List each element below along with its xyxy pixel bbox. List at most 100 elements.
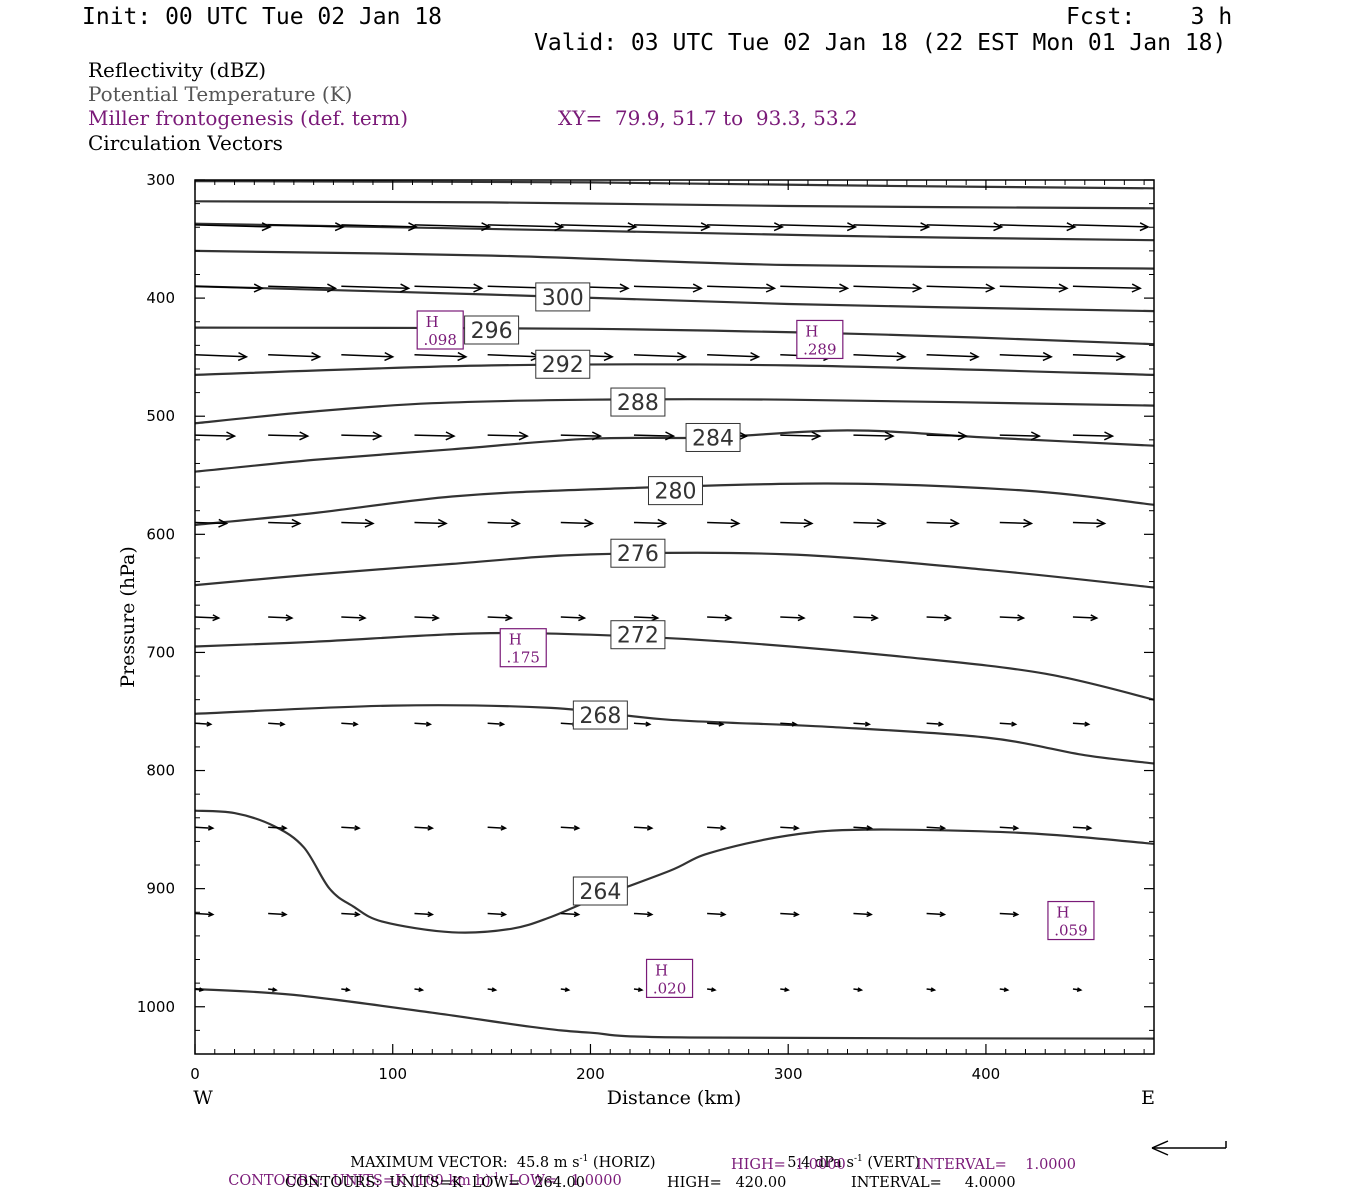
isentrope-line [195,631,1154,701]
circulation-vector [1072,826,1091,829]
circulation-vector-head [591,431,603,441]
isentrope-label-text: 300 [542,286,584,311]
circulation-vector-head [870,614,879,622]
circulation-vector [487,354,540,358]
circulation-vector [487,521,520,525]
circulation-vector-head [866,825,873,831]
frontogenesis-high-value: .175 [507,649,540,667]
isentrope-line [195,704,1154,765]
circulation-vector-head [425,721,433,727]
circulation-vector [780,722,797,726]
circulation-vector [487,912,506,916]
y-tick-label: 500 [146,407,175,425]
frontogenesis-high-value: .098 [423,331,456,349]
circulation-vector-head [237,351,249,362]
circulation-vector [268,521,300,525]
circulation-vector-head [1030,431,1042,441]
isentrope-label-box [610,387,666,417]
circulation-vector [780,434,820,437]
circulation-vector-head [710,987,717,993]
circulation-vector-head [1022,518,1034,528]
isentrope-label: 272 [610,620,666,650]
circulation-vector [853,616,878,619]
circulation-vector [707,521,739,525]
isentrope-label-box [685,422,741,452]
y-tick-label: 1000 [137,998,175,1016]
circulation-vector [780,521,812,525]
isentrope-label-text: 284 [692,426,734,451]
circulation-vector-head [364,518,375,528]
circulation-vector-head [939,825,947,831]
circulation-vector-head [500,825,508,831]
circulation-vector [853,434,894,437]
isentrope-line [195,222,1154,242]
legend-potential-temperature: Potential Temperature (K) [88,82,353,106]
circulation-vector [926,224,1002,228]
circulation-vector [1072,616,1097,619]
circulation-vector [268,912,286,916]
contour-labels: 300 296 292 288 284 280 276 272 268 264 [464,282,741,906]
frontogenesis-high-letter: H [805,322,818,340]
circulation-vector-head [676,351,688,362]
circulation-vector-head [603,351,614,362]
circulation-vector [707,616,731,619]
circulation-vector-head [797,614,806,622]
circulation-vector-head [724,614,733,622]
circulation-vector [487,434,528,437]
circulation-vector-head [657,518,668,528]
circulation-vector [268,434,308,437]
circulation-vector-head [352,721,359,727]
frontogenesis-high-value: .020 [653,979,686,997]
circulation-vector-head [206,721,213,727]
circulation-vector [560,521,593,525]
circulation-vector-head [345,987,351,993]
vert-label: (VERT) [862,1154,921,1171]
circulation-vector-head [372,431,383,441]
isentrope-label-text: 280 [654,480,696,505]
circulation-vector-head [285,614,294,622]
circulation-vector [707,912,725,916]
circulation-vector-head [407,222,419,232]
circulation-vector-head [749,351,761,362]
circulation-vector-head [938,721,945,727]
footer-theta-interval: INTERVAL= 4.0000 [851,1175,1016,1191]
circulation-vector-head [846,222,858,232]
reference-vector-arrow [1151,1140,1227,1156]
frontogenesis-high-box [796,319,844,360]
x-tick-label: 300 [774,1065,803,1083]
circulation-vector-head [1076,987,1083,993]
circulation-vector [341,616,366,619]
isentrope-label: 276 [610,538,666,568]
axes: 0 100 200 300 400 300 400 500 600 700 800 900 1000 [137,171,1154,1083]
circulation-vector-head [225,431,237,441]
valid-time: Valid: 03 UTC Tue 02 Jan 18 (22 EST Mon … [534,30,1227,56]
isentrope-label-box [610,538,666,568]
circulation-vector-head [793,825,800,831]
plot-frame [194,179,1155,1055]
circulation-vector [999,521,1032,525]
circulation-vector [633,722,650,726]
circulation-vector-head [930,987,937,993]
circulation-vector-head [720,911,727,918]
circulation-vector-head [272,987,278,993]
circulation-vector [487,616,512,619]
circulation-vector-head [354,825,361,831]
circulation-vector-head [1090,614,1099,622]
circulation-vector [853,224,929,228]
circulation-vector [999,826,1018,829]
vert-value: 5.4 dPa s [787,1154,854,1171]
circulation-vector-head [720,825,727,831]
circulation-vector-head [573,911,581,918]
isentrope-line [195,987,1154,1040]
circulation-vector-head [645,721,652,727]
frontogenesis-high-box [416,310,464,350]
isentrope-label: 284 [685,422,741,452]
circulation-vector-head [876,518,887,528]
circulation-vector [999,354,1052,358]
frontogenesis-high-letter: H [509,631,522,649]
circulation-vector-head [218,518,229,528]
circulation-vector [341,722,358,726]
circulation-vector [633,434,674,437]
isentrope-label: 264 [572,876,628,906]
circulation-vector [633,354,686,358]
